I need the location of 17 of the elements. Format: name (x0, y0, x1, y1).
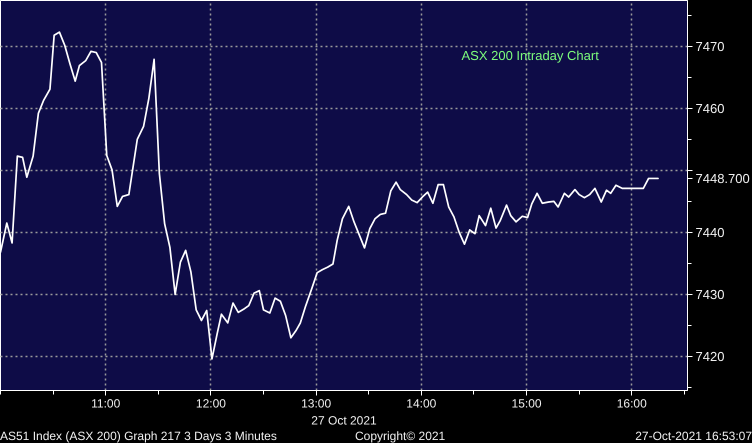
x-tick-label: 15:00 (512, 396, 542, 410)
x-tick-label: 13:00 (301, 396, 332, 410)
x-axis-title: 27 Oct 2021 (311, 414, 378, 428)
y-tick-label: 7420 (696, 348, 724, 364)
text: ASX 200 Intraday Chart (462, 48, 600, 63)
x-tick-label: 14:00 (406, 396, 437, 410)
text: 27-Oct-2021 16:53:07 (635, 429, 752, 443)
x-tick-label: 16:00 (616, 396, 648, 410)
y-tick-label: 7448.700 (696, 170, 750, 186)
y-tick-label: 7440 (696, 224, 724, 240)
x-tick-label: 12:00 (196, 396, 226, 410)
text: Copyright© 2021 (355, 429, 446, 443)
text: AS51 Index (ASX 200) Graph 217 3 Days 3 Minutes (0, 429, 277, 443)
y-tick-label: 7460 (696, 100, 724, 116)
x-tick-label: 11:00 (91, 396, 121, 410)
y-tick-label: 7430 (696, 286, 724, 302)
y-tick-label: 7470 (696, 38, 724, 54)
